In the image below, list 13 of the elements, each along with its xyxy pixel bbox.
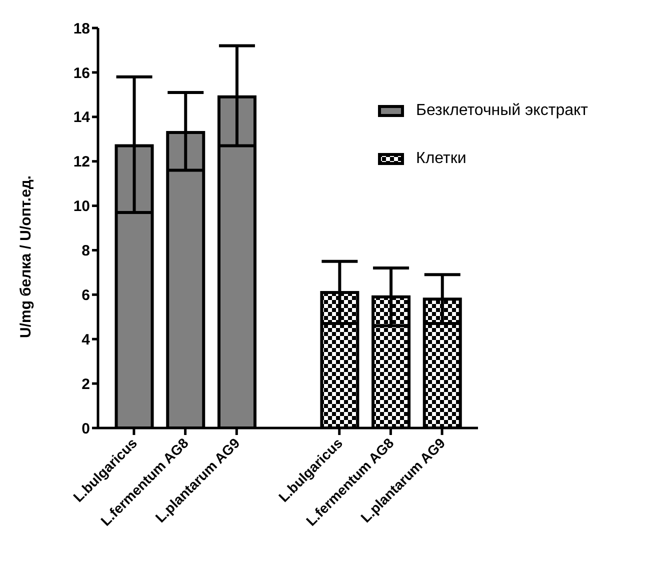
y-axis-title: U/mg белка / U/опт.ед. <box>17 175 34 338</box>
y-tick-label: 18 <box>73 20 90 38</box>
y-tick-label: 2 <box>82 376 90 393</box>
y-tick-label: 14 <box>73 109 91 126</box>
y-tick-label: 0 <box>82 420 90 438</box>
y-tick-label: 10 <box>73 198 90 216</box>
legend-label: Клетки <box>416 150 466 168</box>
legend-label: Безклеточный экстракт <box>416 102 588 120</box>
y-tick-label: 4 <box>82 331 91 348</box>
y-tick-label: 8 <box>82 242 90 260</box>
y-tick-label: 12 <box>73 154 90 171</box>
y-tick-label: 6 <box>82 286 90 304</box>
y-tick-label: 16 <box>73 64 90 82</box>
